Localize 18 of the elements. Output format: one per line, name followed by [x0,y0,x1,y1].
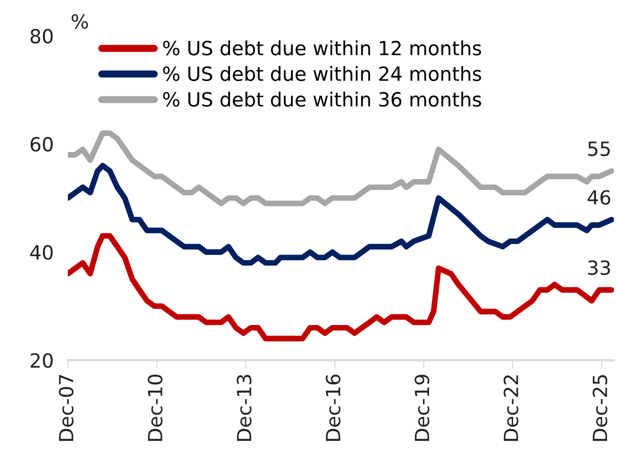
annotation: 55 [588,142,610,156]
x-tick-label: Dec-25 [592,375,608,441]
x-tick-label: Dec-07 [58,375,74,441]
legend-label: % US debt due within 36 months [163,92,482,107]
annotation: 46 [588,190,610,205]
x-tick-label: Dec-13 [236,374,252,441]
x-tick-label: Dec-10 [148,374,162,441]
legend-label: % US debt due within 24 months [163,66,482,82]
annotation: 33 [588,260,610,276]
x-tick-label: Dec-22 [504,375,518,441]
x-tick-label: Dec-16 [326,374,340,441]
x-tick-label: Dec-19 [414,374,430,441]
y-tick-label: 80 [30,28,53,44]
y-axis-title: % [72,14,88,29]
y-tick-label: 60 [30,136,53,152]
y-tick-label: 40 [30,245,53,260]
legend-label: % US debt due within 12 months [163,40,482,56]
y-tick-label: 20 [30,353,53,368]
